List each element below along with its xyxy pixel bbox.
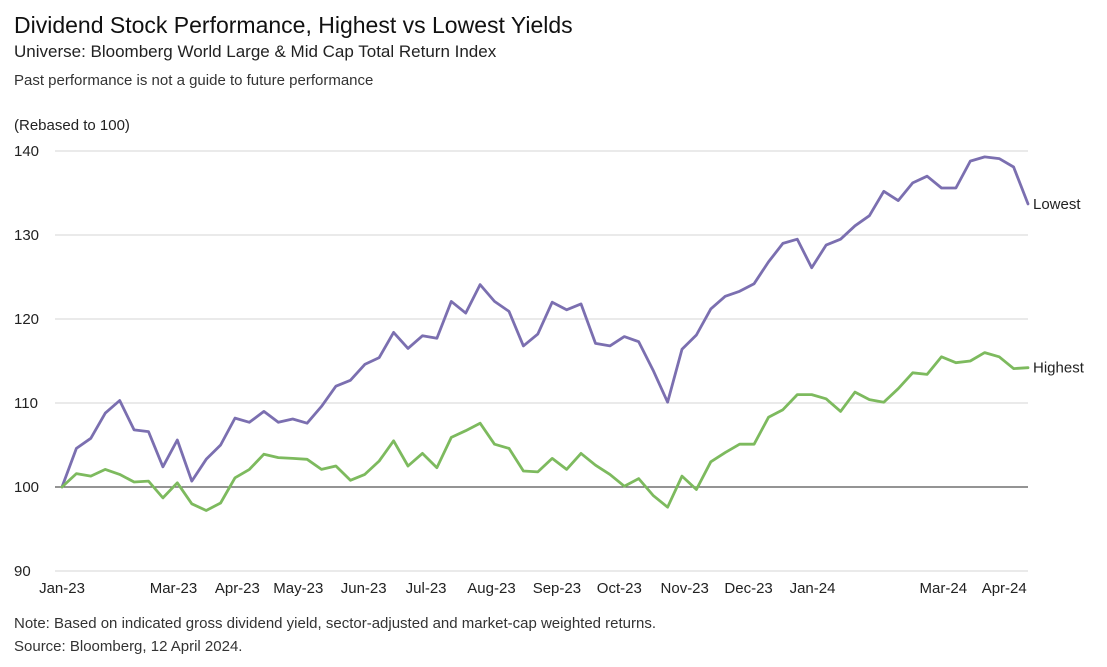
x-tick-label: Jul-23 bbox=[406, 580, 447, 597]
performance-disclaimer: Past performance is not a guide to futur… bbox=[14, 72, 374, 89]
y-axis-label: (Rebased to 100) bbox=[14, 117, 130, 134]
x-tick-label: Apr-24 bbox=[982, 580, 1027, 597]
y-axis-ticks: 90 100 110 120 130 140 bbox=[14, 143, 39, 580]
x-tick-label: Nov-23 bbox=[661, 580, 709, 597]
x-tick-label: May-23 bbox=[273, 580, 323, 597]
series-line-highest bbox=[60, 351, 1030, 512]
source-line: Source: Bloomberg, 12 April 2024. bbox=[14, 638, 243, 655]
x-tick-label: Jan-23 bbox=[39, 580, 85, 597]
x-tick-label: Dec-23 bbox=[724, 580, 772, 597]
series-labels: Lowest Highest bbox=[1033, 196, 1085, 377]
gridlines bbox=[55, 150, 1028, 572]
x-tick-label: Jun-23 bbox=[341, 580, 387, 597]
x-tick-label: Mar-24 bbox=[920, 580, 968, 597]
x-tick-label: Apr-23 bbox=[215, 580, 260, 597]
series-label-highest: Highest bbox=[1033, 360, 1085, 377]
y-tick-label: 90 bbox=[14, 563, 31, 580]
x-axis-ticks: Jan-23 Mar-23 Apr-23 May-23 Jun-23 Jul-23 Aug-… bbox=[39, 580, 1027, 597]
series-label-lowest: Lowest bbox=[1033, 196, 1081, 213]
series-line-lowest bbox=[60, 155, 1030, 489]
x-tick-label: Sep-23 bbox=[533, 580, 581, 597]
x-tick-label: Jan-24 bbox=[790, 580, 836, 597]
footnote: Note: Based on indicated gross dividend … bbox=[14, 615, 657, 632]
x-tick-label: Aug-23 bbox=[467, 580, 515, 597]
x-tick-label: Oct-23 bbox=[597, 580, 642, 597]
y-tick-label: 110 bbox=[14, 395, 38, 412]
y-tick-label: 140 bbox=[14, 143, 39, 160]
x-tick-label: Mar-23 bbox=[150, 580, 198, 597]
y-tick-label: 130 bbox=[14, 227, 39, 244]
series-lines bbox=[60, 155, 1030, 512]
y-tick-label: 100 bbox=[14, 479, 39, 496]
chart-title: Dividend Stock Performance, Highest vs L… bbox=[14, 12, 573, 38]
y-tick-label: 120 bbox=[14, 311, 39, 328]
chart-subtitle: Universe: Bloomberg World Large & Mid Ca… bbox=[14, 42, 497, 61]
